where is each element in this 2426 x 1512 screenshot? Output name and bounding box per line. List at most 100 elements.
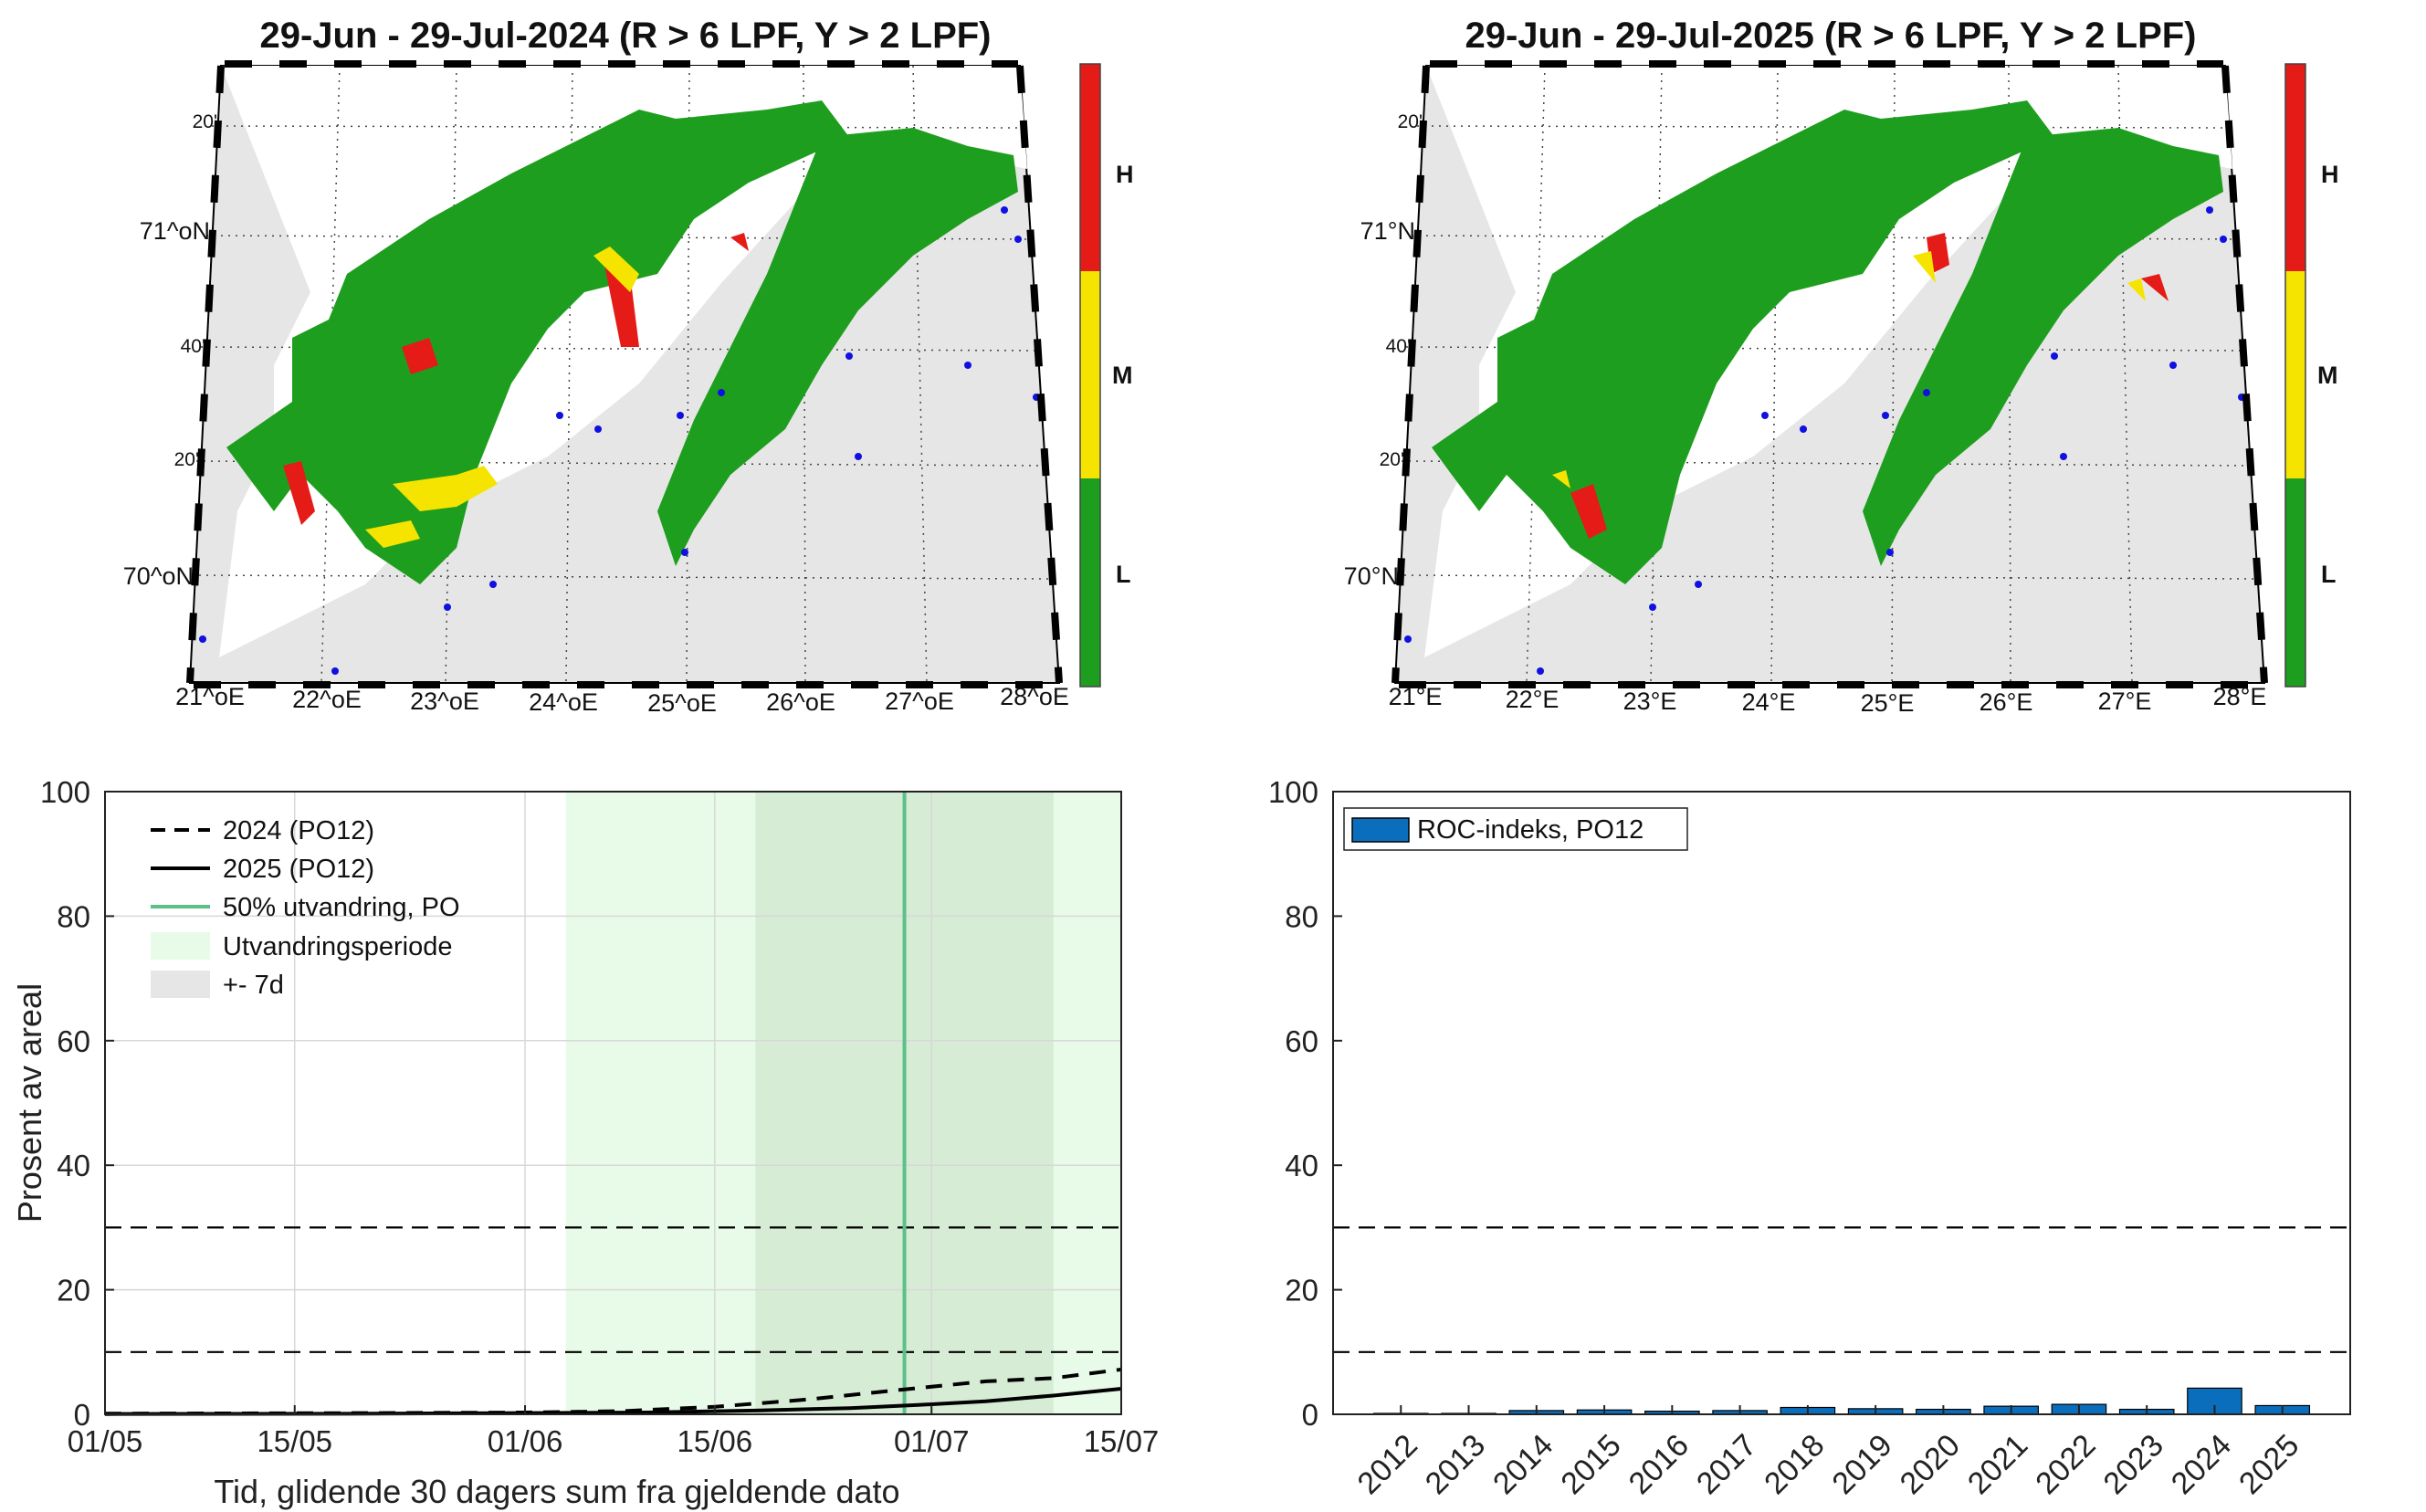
- lat-label: 20': [1380, 449, 1404, 470]
- lon-label: 26^oE: [766, 688, 835, 716]
- lon-label: 25^oE: [647, 689, 717, 717]
- map-frame: [1392, 60, 2268, 688]
- legend-swatch-period: [151, 932, 210, 960]
- map-stations: [199, 206, 1040, 675]
- legend: ROC-indeks, PO12: [1343, 807, 1688, 851]
- x-tick-label: 15/07: [1084, 1424, 1160, 1458]
- x-tick-label: 15/06: [677, 1424, 753, 1458]
- y-tick-label: 0: [74, 1398, 90, 1432]
- lat-label: 20': [193, 111, 217, 132]
- colorbar-label: M: [2317, 362, 2338, 389]
- x-tick-label: 15/05: [257, 1424, 332, 1458]
- lon-label: 22°E: [1506, 686, 1560, 713]
- map-stations: [1404, 206, 2245, 675]
- plot-frame: [104, 791, 1122, 1415]
- lon-labels: 21°E 22°E 23°E 24°E 25°E 26°E 27°E 28°E: [1389, 683, 2267, 717]
- x-tick-label: 01/06: [488, 1424, 563, 1458]
- map-2024: 29-Jun - 29-Jul-2024 (R > 6 LPF, Y > 2 L…: [123, 16, 1134, 717]
- lon-label: 23°E: [1623, 688, 1677, 715]
- x-tick-label: 2013: [1419, 1428, 1492, 1501]
- colorbar-label: H: [2321, 161, 2339, 188]
- colorbar-label: L: [2321, 561, 2337, 588]
- series-line-2025: [104, 1387, 1122, 1416]
- lon-label: 27°E: [2098, 688, 2152, 715]
- lon-label: 28°E: [2213, 683, 2267, 710]
- map-title: 29-Jun - 29-Jul-2024 (R > 6 LPF, Y > 2 L…: [259, 16, 991, 56]
- y-tick-label: 60: [57, 1024, 90, 1058]
- x-tick-label: 2020: [1894, 1428, 1967, 1501]
- axis-ticks: 2012201320142015201620172018201920202021…: [1268, 775, 2305, 1501]
- map-frame: [186, 60, 1063, 688]
- y-tick-label: 60: [1285, 1024, 1318, 1058]
- x-tick-label: 2024: [2165, 1428, 2238, 1501]
- y-tick-label: 20: [1285, 1274, 1318, 1307]
- y-tick-label: 80: [1285, 899, 1318, 933]
- y-tick-label: 0: [1302, 1398, 1318, 1432]
- colorbar: H M L: [2284, 63, 2339, 688]
- lon-label: 21°E: [1389, 683, 1443, 710]
- x-tick-label: 2018: [1758, 1428, 1831, 1501]
- legend-label: +- 7d: [223, 971, 284, 1000]
- y-tick-label: 40: [57, 1149, 90, 1182]
- lat-label: 40': [1386, 336, 1411, 357]
- lon-label: 23^oE: [410, 688, 479, 715]
- y-tick-label: 100: [40, 775, 90, 809]
- lat-label: 40': [181, 336, 205, 357]
- lat-label: 71°N: [1360, 217, 1415, 245]
- lon-label: 28^oE: [1000, 683, 1069, 710]
- legend-swatch-bar: [1351, 817, 1410, 843]
- colorbar: H M L: [1079, 63, 1134, 688]
- bars: [1372, 1387, 2311, 1415]
- lat-label: 70^oN: [123, 562, 194, 590]
- legend-label: 2025 (PO12): [223, 855, 374, 884]
- lon-label: 25°E: [1861, 689, 1915, 717]
- series: [104, 792, 1122, 1416]
- x-tick-label: 2012: [1351, 1428, 1424, 1501]
- plot-frame: [1332, 791, 2351, 1415]
- x-tick-label: 2015: [1554, 1428, 1627, 1501]
- lon-label: 24^oE: [529, 688, 598, 716]
- x-tick-label: 2019: [1825, 1428, 1898, 1501]
- legend-label: ROC-indeks, PO12: [1417, 815, 1644, 845]
- bar-chart: 2012201320142015201620172018201920202021…: [1268, 775, 2351, 1501]
- map-2025: 29-Jun - 29-Jul-2025 (R > 6 LPF, Y > 2 L…: [1344, 16, 2339, 717]
- line-chart: 01/05 15/05 01/06 15/06 01/07 15/07 0 20 40 60 80 1…: [11, 775, 1159, 1510]
- lon-labels: 21^oE 22^oE 23^oE 24^oE 25^oE 26^oE 27^o…: [175, 683, 1069, 717]
- series-line-2024: [104, 1367, 1122, 1416]
- lon-label: 24°E: [1742, 688, 1796, 716]
- x-tick-label: 2025: [2232, 1428, 2305, 1501]
- legend: 2024 (PO12) 2025 (PO12) 50% utvandring, …: [151, 816, 460, 1000]
- x-tick-label: 01/05: [68, 1424, 143, 1458]
- plot-background: [565, 792, 1121, 1414]
- legend-label: 2024 (PO12): [223, 816, 374, 845]
- axis-ticks: 01/05 15/05 01/06 15/06 01/07 15/07 0 20 40 60 80 1…: [40, 775, 1159, 1458]
- lon-label: 27^oE: [885, 688, 954, 715]
- x-tick-label: 2021: [1961, 1428, 2034, 1501]
- lat-label: 20': [174, 449, 199, 470]
- lat-label: 70°N: [1344, 562, 1399, 590]
- lon-label: 26°E: [1980, 688, 2033, 716]
- x-tick-label: 2014: [1486, 1428, 1560, 1501]
- y-tick-label: 80: [57, 899, 90, 933]
- colorbar-label: H: [1116, 161, 1134, 188]
- map-title: 29-Jun - 29-Jul-2025 (R > 6 LPF, Y > 2 L…: [1465, 16, 2196, 56]
- map-sea-risk: [1432, 100, 2223, 584]
- y-tick-label: 40: [1285, 1149, 1318, 1182]
- lat-label: 20': [1398, 111, 1423, 132]
- threshold-lines: [105, 1226, 1121, 1353]
- x-tick-label: 2016: [1623, 1428, 1696, 1501]
- lon-label: 21^oE: [175, 683, 245, 710]
- legend-label: 50% utvandring, PO: [223, 893, 460, 922]
- x-tick-label: 2017: [1690, 1428, 1763, 1501]
- lat-label: 71^oN: [140, 217, 210, 245]
- threshold-lines: [1333, 1226, 2350, 1353]
- legend-swatch-window: [151, 971, 210, 998]
- y-tick-label: 100: [1268, 775, 1318, 809]
- y-axis-label: Prosent av areal: [11, 983, 48, 1223]
- map-sea-risk: [226, 100, 1018, 584]
- x-axis-label: Tid, glidende 30 dagers sum fra gjeldend…: [214, 1473, 899, 1510]
- colorbar-label: M: [1112, 362, 1133, 389]
- x-tick-label: 2022: [2029, 1428, 2102, 1501]
- colorbar-label: L: [1116, 561, 1131, 588]
